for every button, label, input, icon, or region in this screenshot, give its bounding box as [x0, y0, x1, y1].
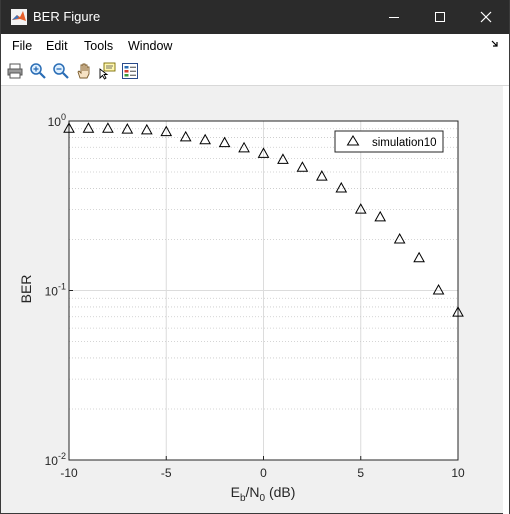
- legend-triangle-marker-icon: [346, 135, 360, 146]
- close-button[interactable]: [463, 0, 509, 34]
- ber-plot[interactable]: 100 10-1 10-2 -10 -5 0 5 10 Eb/N0 (dB) B…: [1, 86, 509, 513]
- y-axis-label: BER: [18, 275, 34, 304]
- data-point-marker: [238, 141, 250, 153]
- data-point-marker: [257, 147, 270, 158]
- data-point-marker: [452, 306, 464, 317]
- background-window-edge: [503, 86, 509, 514]
- x-axis-label: Eb/N0 (dB): [231, 484, 296, 504]
- figure-canvas: 100 10-1 10-2 -10 -5 0 5 10 Eb/N0 (dB) B…: [1, 86, 509, 513]
- x-axis-label-mid: /N: [246, 484, 260, 500]
- data-point-marker: [102, 122, 114, 133]
- x-tick-label-3: 5: [357, 466, 364, 480]
- data-point-marker: [179, 130, 192, 142]
- x-tick-label-1: -5: [161, 466, 172, 480]
- tick-marks: [68, 120, 459, 461]
- data-point-marker: [432, 283, 445, 295]
- svg-text:10-1: 10-1: [45, 282, 66, 299]
- figure-toolbar: [1, 58, 509, 86]
- title-bar[interactable]: BER Figure: [1, 0, 509, 34]
- y-tick-label-0: 100: [48, 112, 66, 129]
- menu-window[interactable]: Window: [128, 39, 173, 53]
- minimize-button[interactable]: [371, 0, 417, 34]
- maximize-button[interactable]: [417, 0, 463, 34]
- y-tick-label-2-exp: -2: [58, 451, 66, 461]
- data-point-marker: [82, 122, 95, 133]
- window-title: BER Figure: [33, 9, 101, 24]
- data-point-marker: [218, 136, 231, 148]
- print-icon[interactable]: [6, 62, 24, 80]
- x-tick-label-4: 10: [451, 466, 465, 480]
- legend[interactable]: simulation10: [334, 130, 444, 153]
- y-tick-label-2: 10-2: [45, 451, 66, 468]
- minimize-icon: [389, 17, 399, 18]
- svg-text:100: 100: [48, 112, 66, 129]
- menu-tools[interactable]: Tools: [84, 39, 114, 53]
- data-point-marker: [121, 123, 134, 134]
- y-tick-label-0-exp: 0: [61, 112, 66, 122]
- menu-file[interactable]: File: [12, 39, 33, 53]
- y-tick-label-2-base: 10: [45, 454, 59, 468]
- close-icon: [480, 11, 492, 23]
- legend-box: [334, 130, 444, 153]
- y-tick-label-1: 10-1: [45, 282, 66, 299]
- data-point-marker: [63, 122, 75, 133]
- x-tick-label-2: 0: [260, 466, 267, 480]
- menu-bar: File Edit Tools Window: [1, 34, 509, 58]
- data-point-marker: [393, 232, 406, 244]
- svg-text:10-2: 10-2: [45, 451, 66, 468]
- x-axis-label-tail: (dB): [265, 484, 295, 500]
- x-axis-label-sub1: b: [240, 493, 246, 504]
- data-point-marker: [374, 210, 387, 222]
- zoom-out-icon[interactable]: [52, 62, 70, 80]
- menu-edit[interactable]: Edit: [46, 39, 68, 53]
- y-tick-label-1-exp: -1: [58, 282, 66, 292]
- dock-arrow-icon[interactable]: [491, 40, 499, 50]
- data-point-marker: [296, 161, 309, 172]
- data-markers: [63, 122, 464, 317]
- data-point-marker: [277, 153, 289, 164]
- data-point-marker: [413, 251, 425, 263]
- data-point-marker: [160, 125, 173, 137]
- legend-entry-label: simulation10: [372, 137, 437, 149]
- y-tick-label-1-base: 10: [45, 285, 59, 299]
- data-point-marker: [335, 181, 348, 193]
- x-axis-label-main: E: [231, 484, 240, 500]
- matlab-logo-icon: [11, 9, 27, 25]
- maximize-icon: [435, 12, 445, 22]
- data-point-marker: [199, 133, 211, 145]
- x-tick-label-0: -10: [60, 466, 78, 480]
- zoom-in-icon[interactable]: [29, 62, 47, 80]
- data-cursor-icon[interactable]: [98, 62, 116, 80]
- pan-hand-icon[interactable]: [75, 62, 93, 80]
- data-point-marker: [354, 203, 367, 214]
- legend-icon[interactable]: [121, 62, 139, 80]
- data-point-marker: [140, 123, 153, 135]
- x-axis-label-sub2: 0: [260, 493, 266, 504]
- y-tick-label-0-base: 10: [48, 115, 62, 129]
- data-point-marker: [316, 170, 328, 181]
